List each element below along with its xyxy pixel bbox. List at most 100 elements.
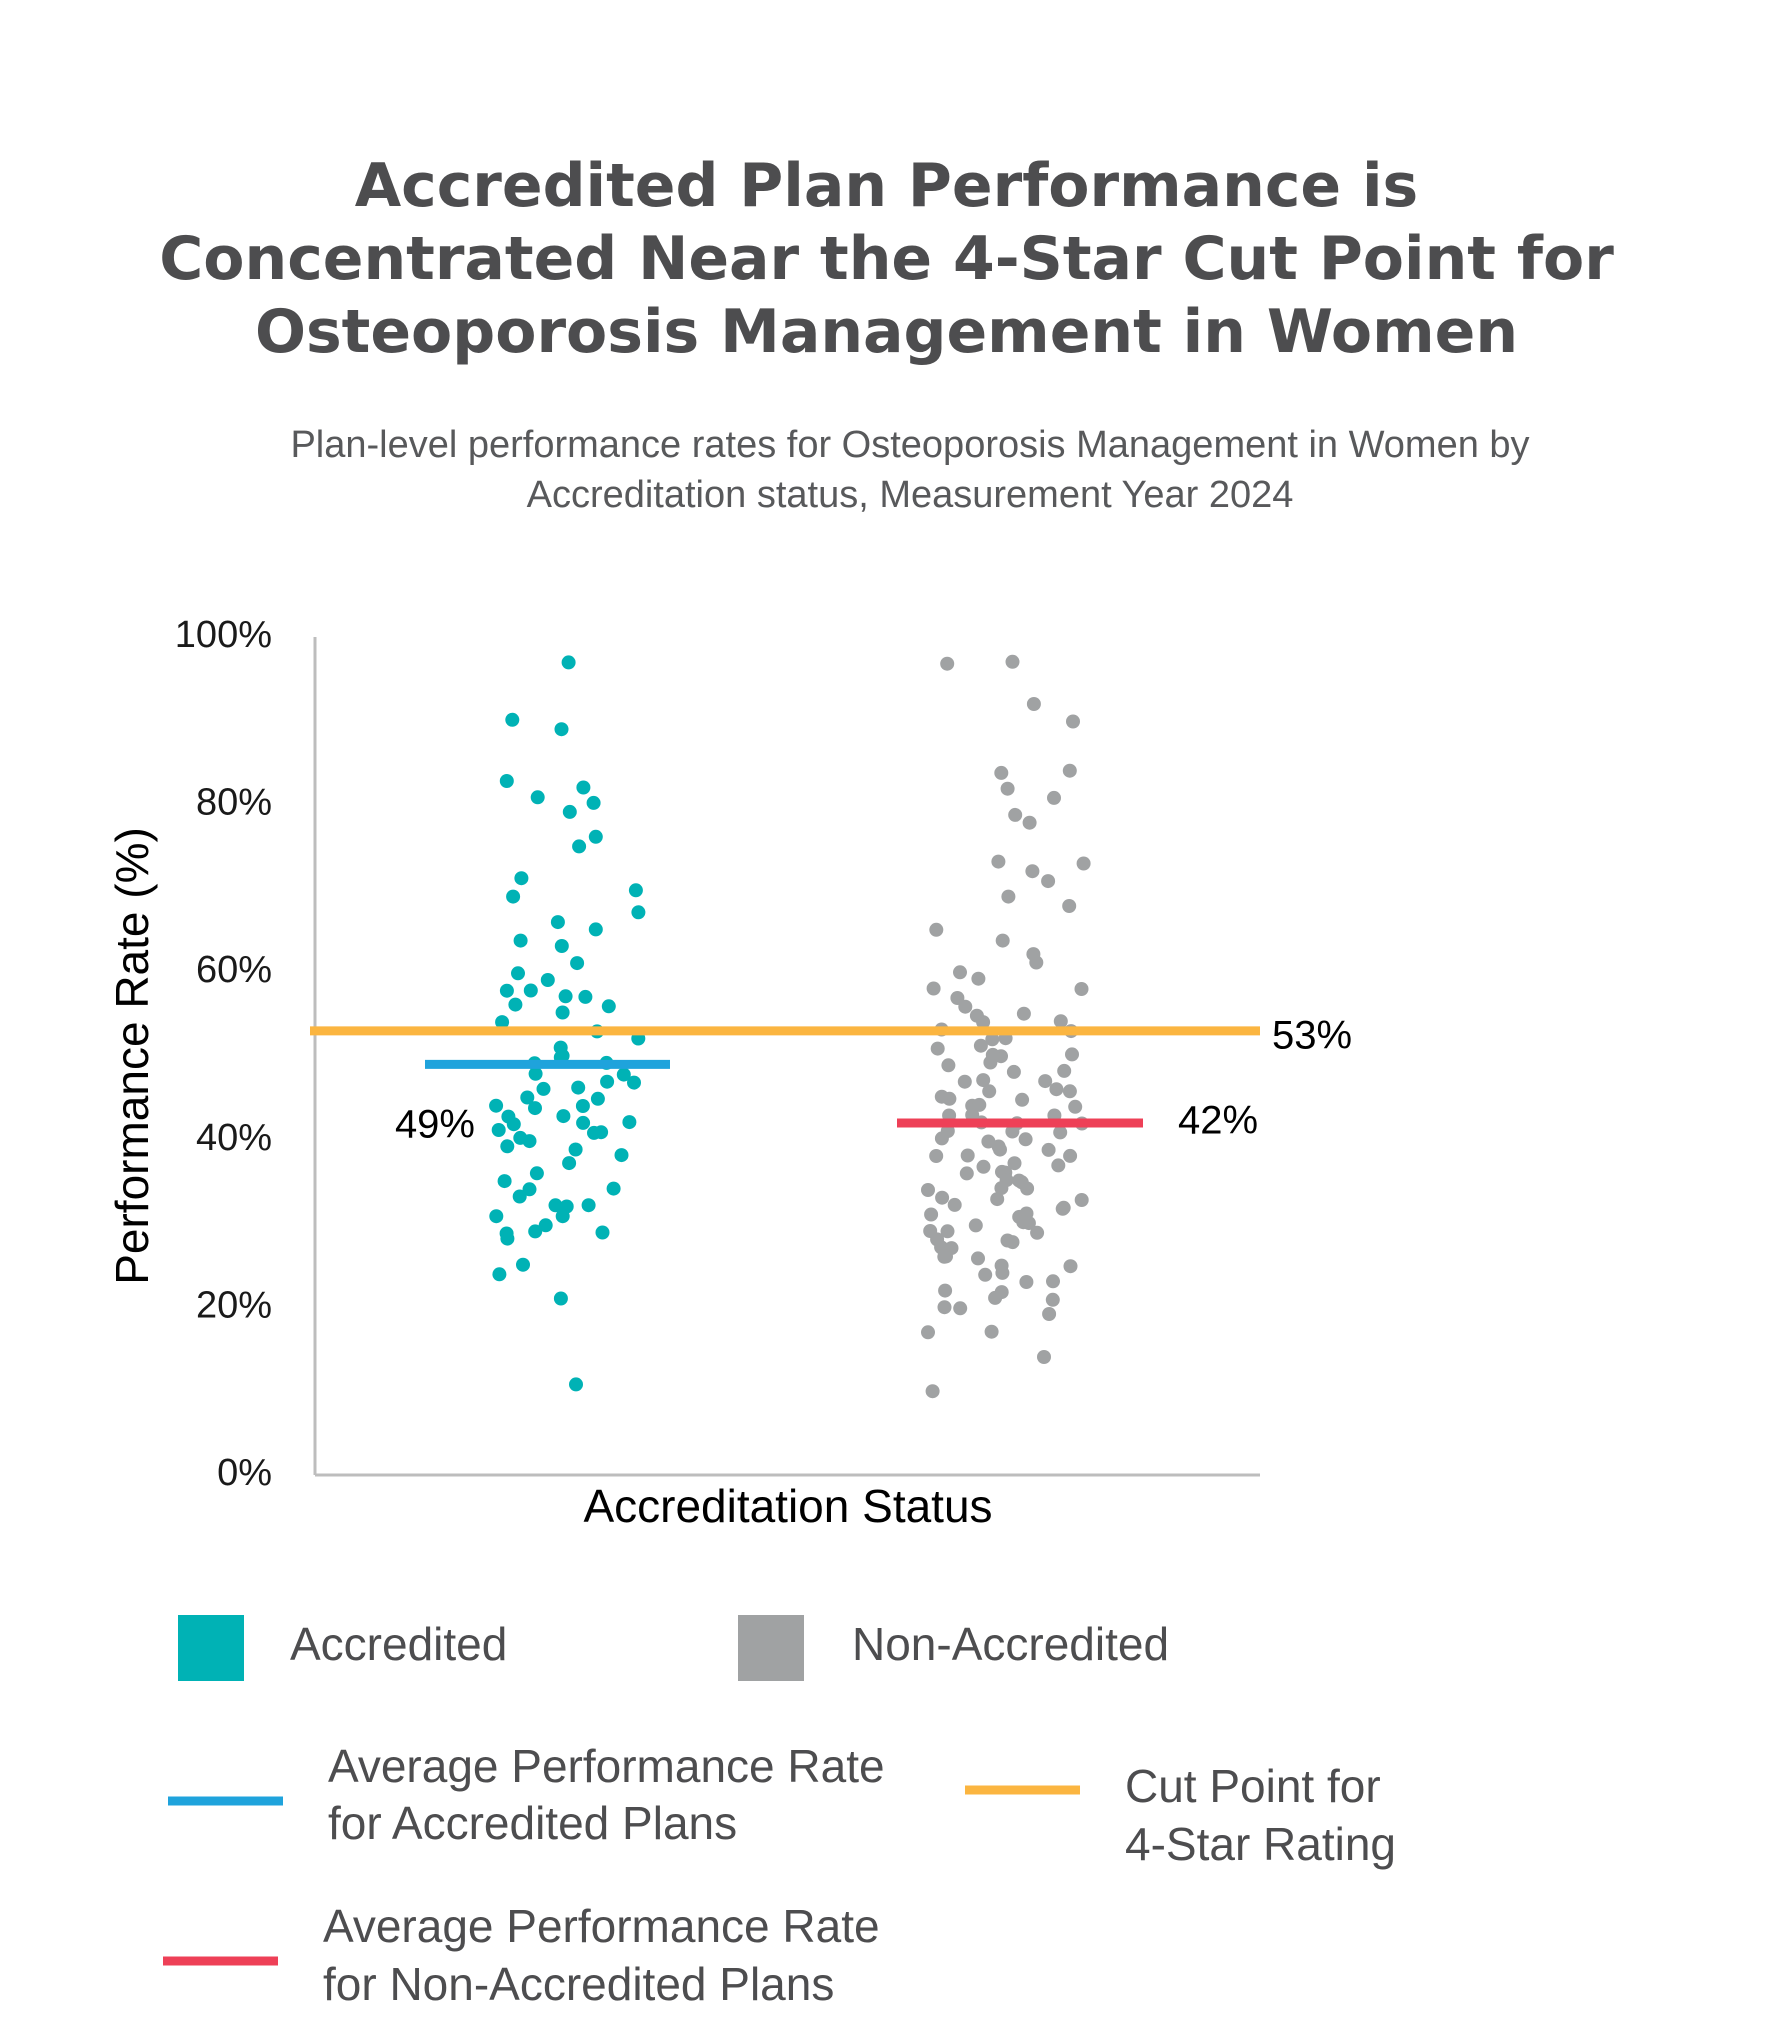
data-point: [586, 795, 601, 810]
data-point: [581, 1198, 596, 1213]
data-point: [1056, 1200, 1071, 1215]
data-point: [929, 1149, 944, 1163]
data-point: [937, 1300, 952, 1315]
data-point: [1074, 982, 1089, 996]
chart-subtitle: Plan-level performance rates for Osteopo…: [290, 424, 1530, 516]
reference-line-label: 53%: [1272, 1014, 1352, 1058]
data-point: [1047, 790, 1061, 805]
data-point: [595, 1225, 610, 1240]
data-point: [1046, 1274, 1060, 1289]
data-point: [1018, 1132, 1033, 1147]
data-point: [606, 1181, 621, 1196]
data-points: [489, 654, 1091, 1399]
data-point: [982, 1084, 997, 1099]
data-point: [960, 1148, 975, 1163]
data-point: [569, 1377, 583, 1392]
data-point: [506, 889, 521, 904]
data-point: [495, 1015, 510, 1030]
y-tick-labels: 0% 20% 40% 60% 80% 100%: [175, 614, 272, 1494]
data-point: [499, 983, 514, 998]
data-point: [1053, 1125, 1068, 1140]
data-point: [978, 1267, 993, 1282]
data-point: [538, 1218, 553, 1233]
data-point: [1062, 763, 1077, 778]
data-point: [536, 1081, 551, 1096]
data-point: [616, 1067, 631, 1082]
data-point: [497, 1174, 512, 1189]
legend-label-non-accredited-average: Average Performance Rate: [323, 1900, 880, 1952]
data-point: [506, 1117, 521, 1132]
data-point: [973, 1038, 988, 1053]
y-tick-label: 40%: [196, 1117, 272, 1159]
data-point: [1019, 1275, 1034, 1289]
data-point: [1037, 1350, 1051, 1364]
data-point: [1015, 1092, 1030, 1107]
data-point: [1038, 1074, 1053, 1089]
data-point: [601, 999, 616, 1014]
data-point: [576, 780, 591, 795]
data-point: [1005, 1235, 1020, 1250]
data-point: [600, 1074, 615, 1089]
data-point: [1007, 1156, 1022, 1171]
data-point: [631, 905, 646, 920]
data-point: [1051, 1158, 1066, 1173]
data-point: [1063, 1148, 1078, 1163]
x-axis-title: Accreditation Status: [583, 1480, 992, 1532]
data-point: [556, 1109, 571, 1124]
data-point: [921, 1325, 935, 1340]
data-point: [554, 722, 569, 737]
y-tick-label: 20%: [196, 1284, 272, 1326]
data-point: [971, 971, 986, 986]
data-point: [976, 1015, 991, 1030]
data-point: [1000, 781, 1015, 796]
legend: Accredited Non-Accredited Average Performa…: [163, 1615, 1396, 2010]
legend-label-accredited-average: for Accredited Plans: [328, 1797, 737, 1849]
data-point: [516, 1257, 530, 1272]
data-point: [1029, 955, 1044, 970]
data-point: [555, 1209, 570, 1224]
y-tick-label: 80%: [196, 782, 272, 824]
y-tick-label: 100%: [175, 614, 272, 656]
data-point: [553, 1291, 568, 1306]
data-point: [512, 1189, 527, 1204]
data-point: [1065, 1047, 1079, 1062]
data-point: [562, 804, 577, 819]
y-axis-title: Performance Rate (%): [106, 827, 158, 1285]
data-point: [1026, 697, 1041, 711]
data-point: [1030, 1225, 1045, 1240]
data-point: [1016, 1215, 1031, 1230]
chart-title: Accredited Plan Performance is Concentra…: [159, 151, 1614, 367]
data-point: [958, 999, 973, 1014]
data-point: [562, 1156, 577, 1171]
y-tick-label: 0%: [217, 1452, 272, 1494]
data-point: [988, 1290, 1003, 1305]
data-point: [523, 983, 538, 998]
data-point: [555, 1048, 570, 1063]
data-point: [528, 1224, 543, 1239]
data-point: [578, 989, 593, 1004]
data-point: [500, 1139, 515, 1154]
data-point: [530, 790, 545, 805]
data-point: [940, 656, 955, 671]
data-point: [929, 922, 944, 937]
data-point: [1053, 1014, 1068, 1029]
data-point: [489, 1209, 504, 1224]
data-point: [984, 1324, 999, 1339]
data-point: [991, 854, 1006, 869]
data-point: [1049, 1082, 1064, 1097]
data-point: [627, 1075, 641, 1090]
data-point: [1066, 714, 1080, 729]
reference-lines: 49% 42% 53%: [310, 1014, 1352, 1147]
data-point: [1022, 815, 1037, 830]
data-point: [940, 1224, 955, 1239]
data-point: [511, 966, 525, 981]
data-point: [500, 1231, 515, 1246]
data-point: [514, 871, 529, 886]
data-point: [926, 981, 941, 996]
data-point: [575, 1099, 590, 1113]
data-point: [522, 1182, 537, 1197]
data-point: [570, 956, 585, 971]
legend-label-accredited: Accredited: [290, 1618, 507, 1670]
data-point: [614, 1148, 629, 1163]
